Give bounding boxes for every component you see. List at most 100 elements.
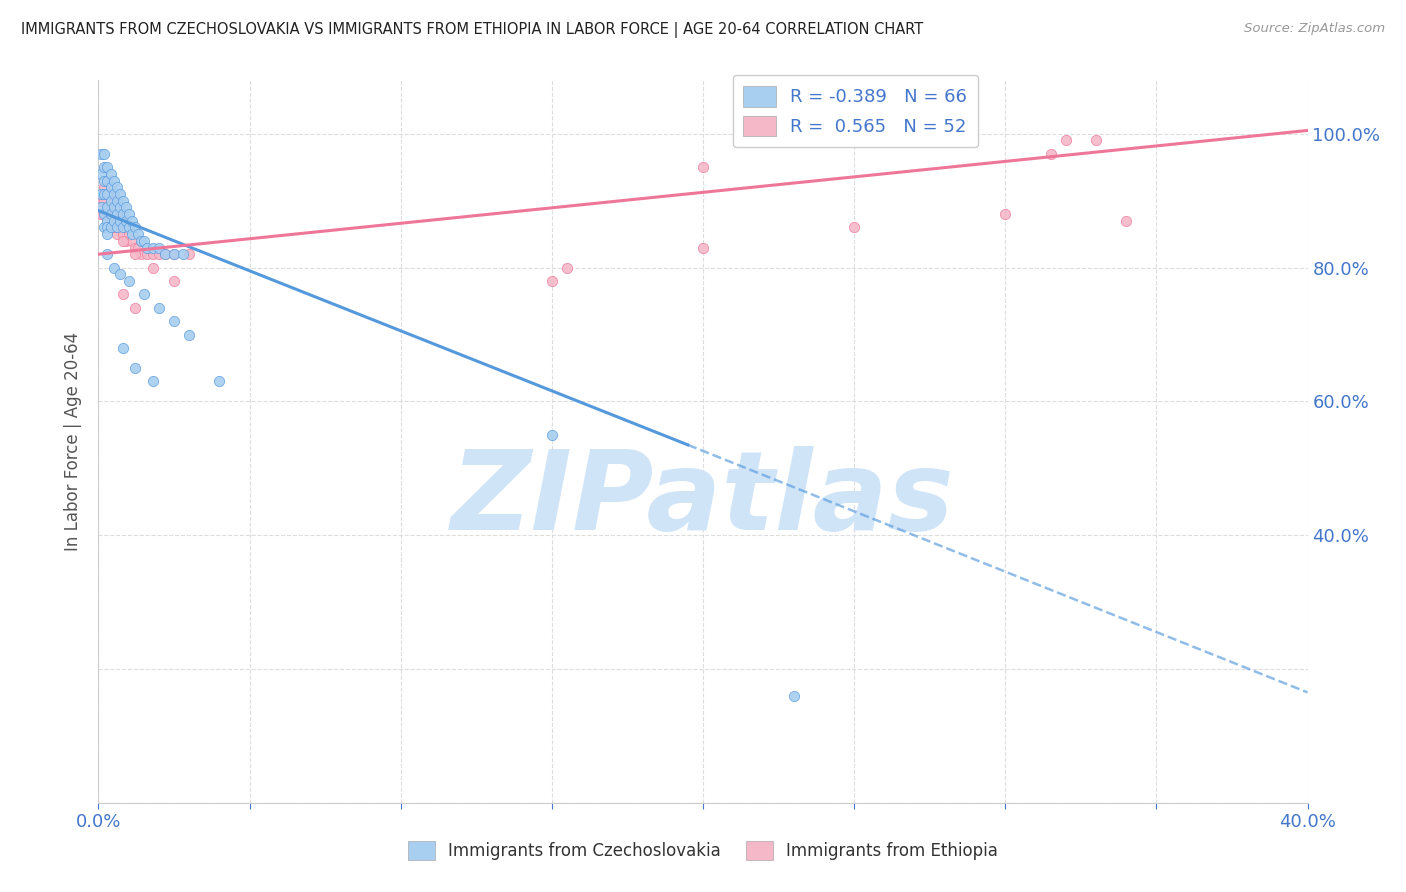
Point xyxy=(108,187,131,202)
Point xyxy=(142,241,165,255)
Point xyxy=(1039,147,1062,161)
Point xyxy=(121,234,143,248)
Point xyxy=(114,201,136,215)
Point xyxy=(96,214,118,228)
Point xyxy=(148,301,170,315)
Point xyxy=(90,207,112,221)
Point xyxy=(124,361,146,376)
Point xyxy=(105,227,128,242)
Point xyxy=(93,207,115,221)
Point xyxy=(105,207,128,221)
Point xyxy=(108,201,131,215)
Point xyxy=(153,247,176,261)
Point xyxy=(148,247,170,261)
Point xyxy=(93,220,115,235)
Legend: Immigrants from Czechoslovakia, Immigrants from Ethiopia: Immigrants from Czechoslovakia, Immigran… xyxy=(402,834,1004,867)
Point xyxy=(90,147,112,161)
Point xyxy=(111,287,134,301)
Point xyxy=(163,274,186,288)
Point xyxy=(100,220,122,235)
Point xyxy=(103,187,125,202)
Point xyxy=(121,227,143,242)
Point xyxy=(93,173,115,188)
Point xyxy=(103,194,125,208)
Point xyxy=(103,220,125,235)
Point xyxy=(129,234,152,248)
Point xyxy=(1115,214,1137,228)
Point xyxy=(96,161,118,175)
Point xyxy=(118,227,141,242)
Point xyxy=(118,207,141,221)
Point xyxy=(135,241,157,255)
Point xyxy=(90,167,112,181)
Point xyxy=(105,214,128,228)
Point xyxy=(208,375,231,389)
Point xyxy=(142,260,165,275)
Point xyxy=(163,247,186,261)
Point xyxy=(96,201,118,215)
Point xyxy=(105,201,128,215)
Point xyxy=(994,207,1017,221)
Point xyxy=(121,214,143,228)
Point xyxy=(153,247,176,261)
Point xyxy=(96,247,118,261)
Point xyxy=(103,173,125,188)
Point xyxy=(100,180,122,194)
Point xyxy=(96,173,118,188)
Point xyxy=(103,201,125,215)
Point xyxy=(114,234,136,248)
Point xyxy=(118,274,141,288)
Point xyxy=(163,314,186,328)
Point xyxy=(105,180,128,194)
Point xyxy=(108,220,131,235)
Point xyxy=(179,247,201,261)
Point xyxy=(118,220,141,235)
Point xyxy=(111,227,134,242)
Point xyxy=(111,194,134,208)
Point xyxy=(132,234,155,248)
Point xyxy=(108,207,131,221)
Point xyxy=(93,147,115,161)
Point xyxy=(172,247,194,261)
Point xyxy=(1054,134,1077,148)
Point xyxy=(100,214,122,228)
Point xyxy=(93,187,115,202)
Point xyxy=(103,214,125,228)
Point xyxy=(111,341,134,355)
Text: ZIPatlas: ZIPatlas xyxy=(451,446,955,553)
Point xyxy=(129,247,152,261)
Point xyxy=(127,241,149,255)
Point xyxy=(179,327,201,342)
Point xyxy=(148,241,170,255)
Point xyxy=(540,427,562,442)
Point xyxy=(96,187,118,202)
Point xyxy=(100,187,122,202)
Point xyxy=(93,194,115,208)
Point xyxy=(90,201,112,215)
Point xyxy=(105,220,128,235)
Point xyxy=(114,214,136,228)
Point xyxy=(111,207,134,221)
Point xyxy=(90,187,112,202)
Point xyxy=(93,161,115,175)
Point xyxy=(103,220,125,235)
Point xyxy=(124,301,146,315)
Point xyxy=(100,194,122,208)
Point xyxy=(124,247,146,261)
Point xyxy=(96,201,118,215)
Point xyxy=(844,220,866,235)
Point xyxy=(124,220,146,235)
Point xyxy=(142,375,165,389)
Point xyxy=(111,214,134,228)
Point xyxy=(96,227,118,242)
Point xyxy=(100,201,122,215)
Point xyxy=(100,167,122,181)
Point xyxy=(540,274,562,288)
Point xyxy=(103,260,125,275)
Point xyxy=(124,241,146,255)
Y-axis label: In Labor Force | Age 20-64: In Labor Force | Age 20-64 xyxy=(65,332,83,551)
Text: Source: ZipAtlas.com: Source: ZipAtlas.com xyxy=(1244,22,1385,36)
Point xyxy=(90,194,112,208)
Point xyxy=(96,187,118,202)
Point xyxy=(105,194,128,208)
